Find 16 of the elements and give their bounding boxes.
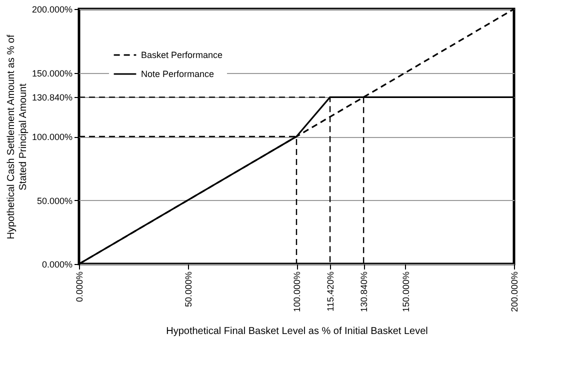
- x-tick-label: 100.000%: [292, 272, 302, 312]
- legend-label: Note Performance: [141, 69, 214, 79]
- y-tick-label: 130.840%: [32, 92, 72, 103]
- x-tick-label: 50.000%: [183, 272, 194, 308]
- y-tick-label: 200.000%: [32, 4, 72, 14]
- y-tick-label: 0.000%: [42, 260, 72, 270]
- y-tick-label: 50.000%: [36, 196, 72, 206]
- y-axis-title: Hypothetical Cash Settlement Amount as % of Stated Principal Amount: [6, 34, 29, 240]
- y-tick-label: 150.000%: [32, 68, 72, 78]
- x-tick-label: 200.000%: [510, 272, 520, 312]
- y-tick-label: 100.000%: [32, 132, 72, 142]
- x-axis-title: Hypothetical Final Basket Level as % of Initial Basket Level: [166, 326, 428, 338]
- x-tick-label: 150.000%: [400, 272, 411, 312]
- legend-label: Basket Performance: [141, 50, 223, 60]
- x-tick-label: 130.840%: [359, 272, 370, 312]
- x-tick-label: 115.420%: [326, 272, 336, 312]
